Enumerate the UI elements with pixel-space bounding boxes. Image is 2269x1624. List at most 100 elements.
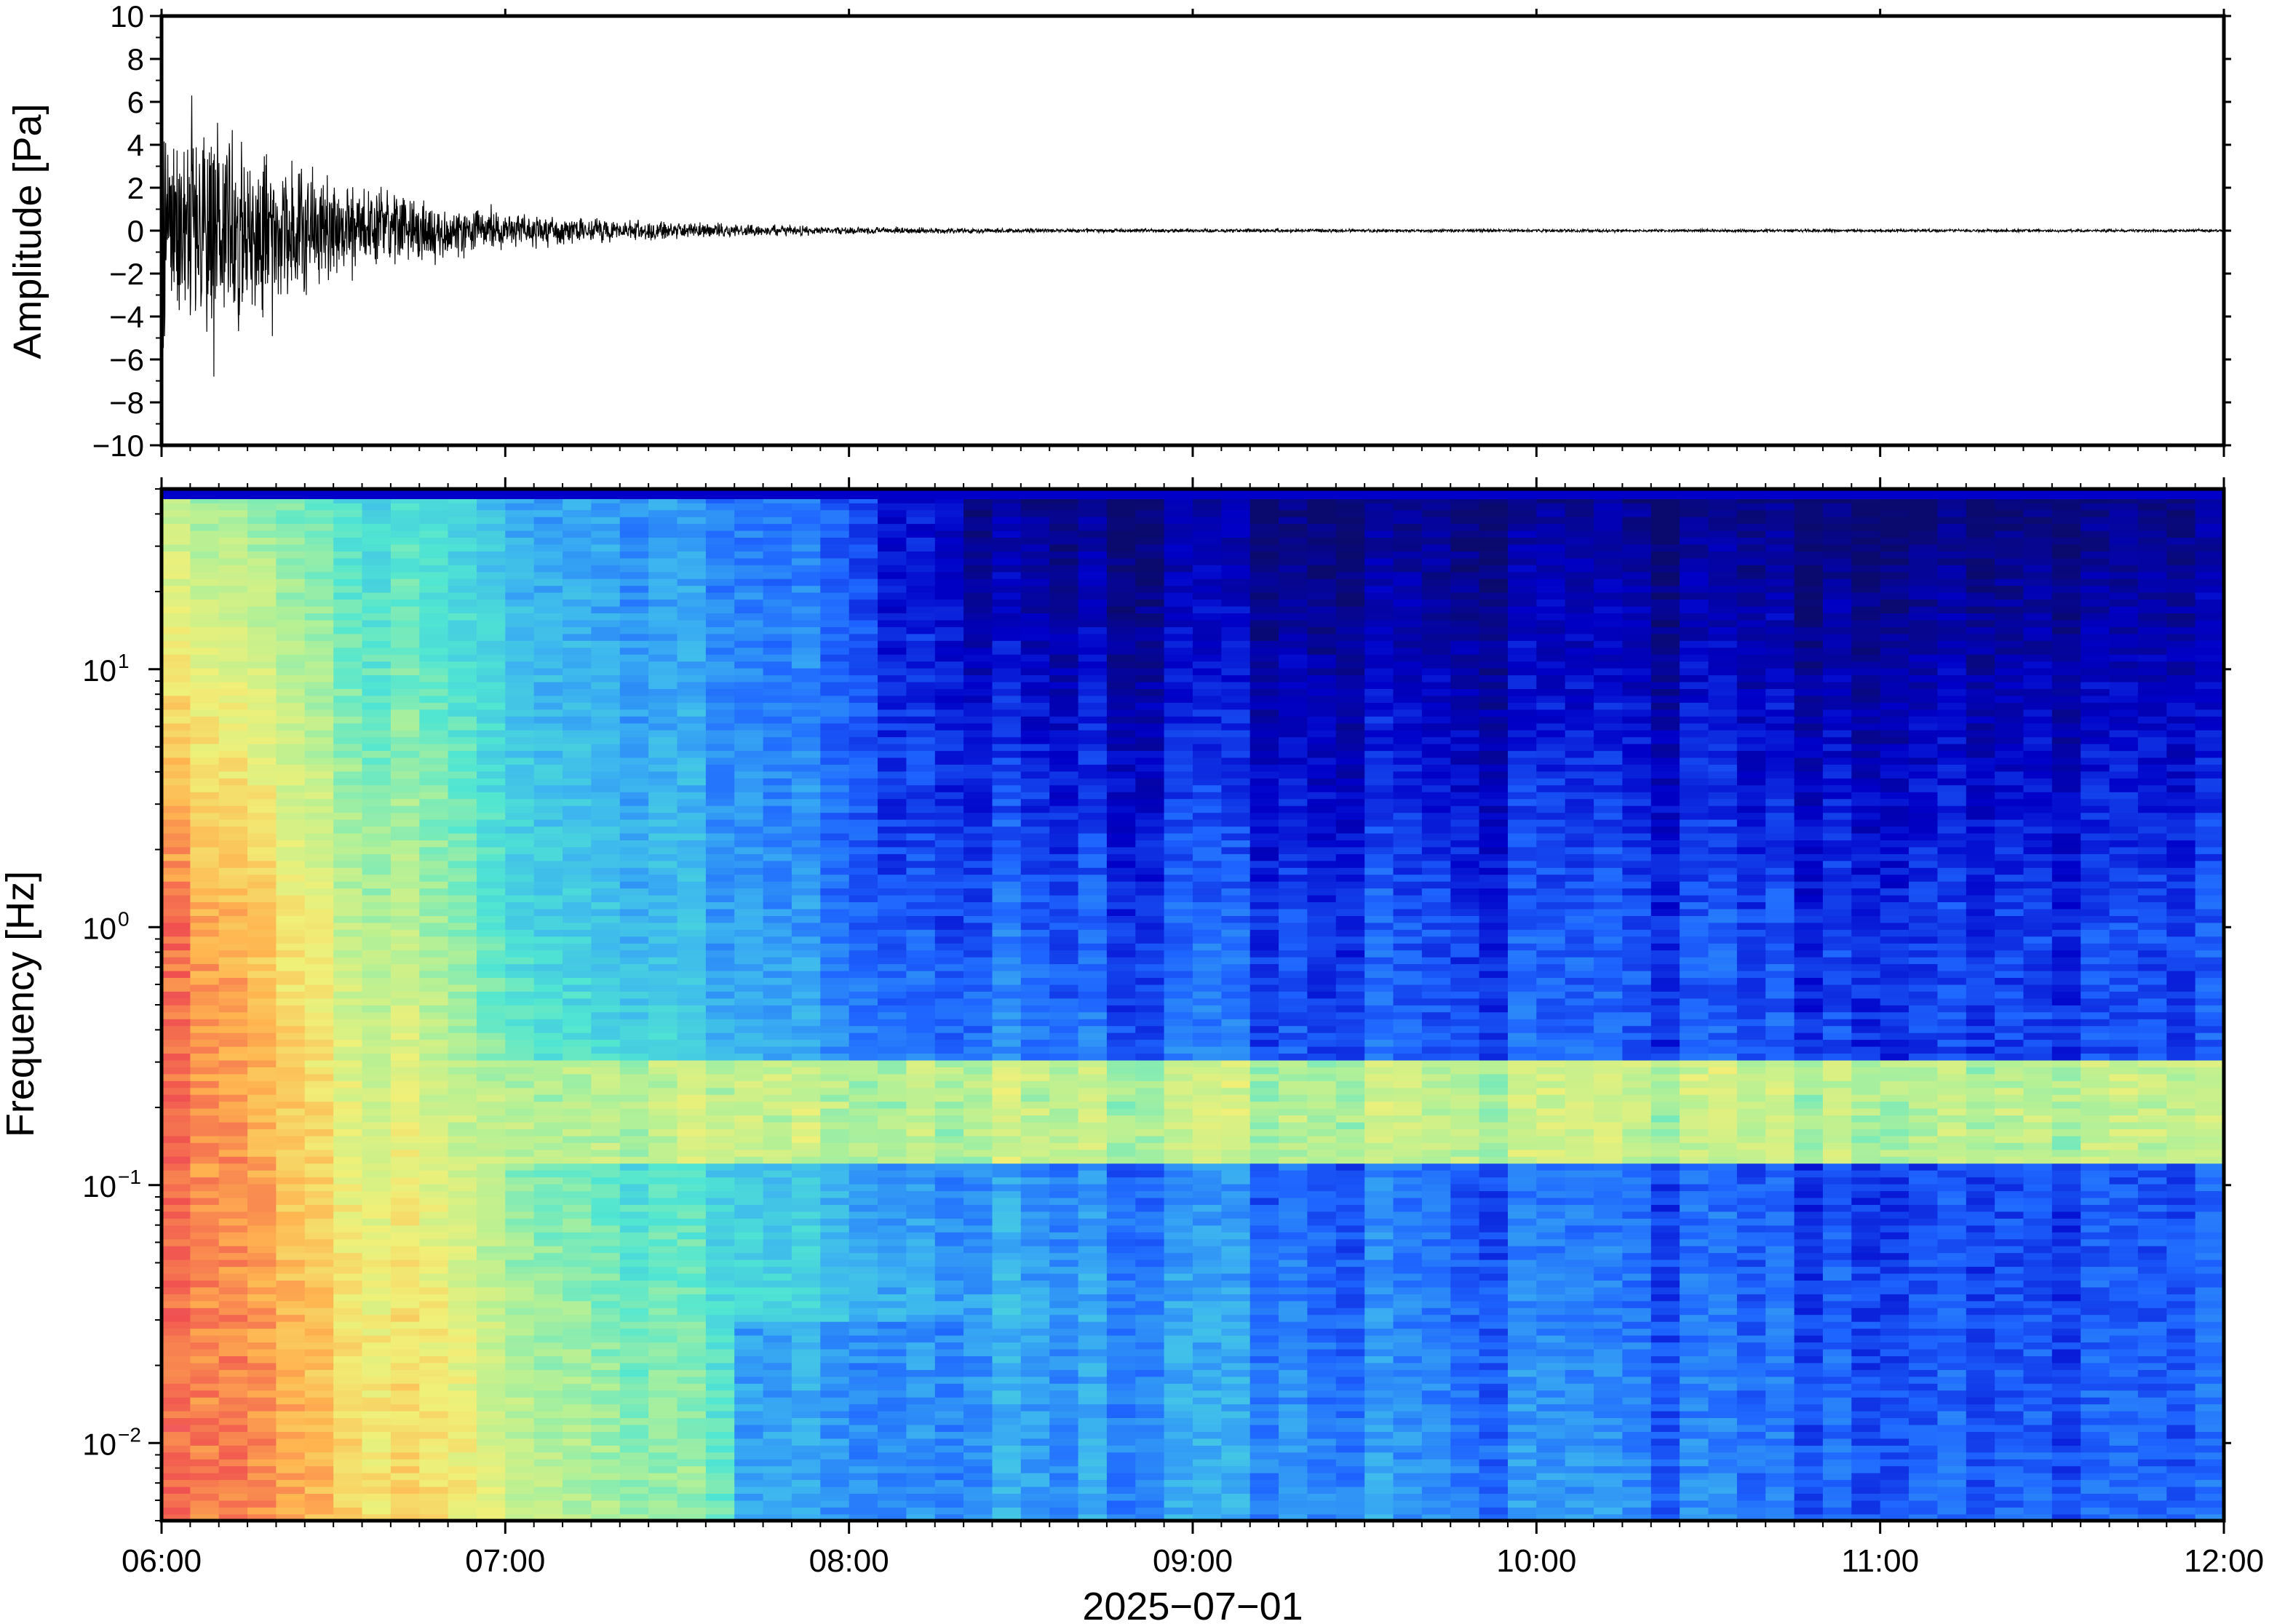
spectrogram-cell (934, 1025, 964, 1033)
spectrogram-cell (505, 551, 535, 559)
spectrogram-cell (533, 1032, 563, 1040)
spectrogram-cell (906, 723, 936, 731)
spectrogram-cell (734, 1163, 764, 1171)
spectrogram-cell (563, 778, 592, 786)
spectrogram-cell (878, 530, 907, 538)
spectrogram-cell (963, 1183, 993, 1192)
spectrogram-cell (705, 929, 736, 937)
spectrogram-cell (448, 840, 477, 848)
spectrogram-cell (190, 880, 220, 889)
spectrogram-cell (276, 1169, 306, 1178)
spectrogram-cell (906, 936, 936, 944)
spectrogram-cell (1078, 1452, 1108, 1460)
spectrogram-cell (906, 1445, 936, 1453)
spectrogram-cell (1049, 764, 1079, 772)
spectrogram-cell (791, 784, 822, 792)
spectrogram-cell (304, 929, 334, 937)
spectrogram-cell (304, 551, 334, 559)
spectrogram-cell (505, 537, 535, 545)
spectrogram-cell (505, 1410, 535, 1418)
spectrogram-cell (648, 874, 678, 882)
spectrogram-cell (1020, 846, 1050, 854)
spectrogram-cell (505, 977, 535, 985)
spectrogram-cell (162, 1465, 191, 1473)
spectrogram-cell (1020, 1334, 1050, 1343)
spectrogram-cell (1020, 557, 1050, 565)
spectrogram-cell (333, 1500, 363, 1508)
spectrogram-cell (247, 846, 277, 854)
spectrogram-cell (477, 1507, 506, 1515)
spectrogram-cell (791, 633, 822, 641)
spectrogram-cell (763, 1025, 792, 1033)
spectrogram-cell (276, 537, 306, 545)
spectrogram-cell (849, 1479, 878, 1487)
spectrogram-cell (906, 1513, 936, 1521)
spectrogram-cell (906, 942, 936, 951)
spectrogram-cell (362, 805, 392, 813)
spectrogram-cell (390, 977, 421, 985)
spectrogram-cell (963, 1382, 993, 1391)
spectrogram-cell (247, 956, 277, 965)
spectrogram-cell (563, 750, 592, 758)
spectrogram-cell (505, 1334, 535, 1343)
spectrogram-cell (906, 1465, 936, 1473)
spectrogram-cell (419, 1025, 449, 1033)
spectrogram-cell (677, 1472, 707, 1481)
spectrogram-cell (390, 1493, 421, 1501)
spectrogram-cell (619, 1507, 649, 1515)
spectrogram-cell (333, 1039, 363, 1047)
spectrogram-cell (992, 750, 1022, 758)
spectrogram-cell (276, 956, 306, 965)
spectrogram-cell (705, 1334, 736, 1343)
spectrogram-cell (419, 1156, 449, 1164)
spectrogram-cell (820, 840, 850, 848)
spectrogram-cell (1049, 1424, 1079, 1432)
spectrogram-cell (963, 1238, 993, 1246)
spectrogram-cell (477, 736, 506, 744)
spectrogram-cell (505, 950, 535, 958)
spectrogram-cell (190, 592, 220, 600)
spectrogram-cell (648, 1486, 678, 1494)
spectrogram-cell (734, 1417, 764, 1425)
spectrogram-cell (906, 1500, 936, 1508)
spectrogram-cell (362, 998, 392, 1006)
spectrogram-cell (648, 1032, 678, 1040)
spectrogram-cell (763, 1005, 792, 1013)
spectrogram-cell (563, 1321, 592, 1329)
spectrogram-cell (563, 1238, 592, 1246)
spectrogram-cell (591, 565, 621, 573)
spectrogram-cell (648, 530, 678, 538)
spectrogram-cell (705, 784, 736, 792)
spectrogram-cell (190, 1404, 220, 1412)
spectrogram-cell (533, 1356, 563, 1364)
spectrogram-cell (419, 840, 449, 848)
spectrogram-cell (1078, 1197, 1108, 1205)
spectrogram-cell (591, 1032, 621, 1040)
spectrogram-cell (705, 936, 736, 944)
spectrogram-cell (992, 626, 1022, 634)
spectrogram-cell (505, 1177, 535, 1185)
spectrogram-cell (791, 991, 822, 999)
spectrogram-cell (820, 1129, 850, 1137)
spectrogram-cell (763, 757, 792, 765)
spectrogram-cell (906, 771, 936, 779)
spectrogram-cell (362, 1362, 392, 1370)
spectrogram-cell (304, 1273, 334, 1281)
spectrogram-cell (190, 1382, 220, 1391)
spectrogram-cell (963, 1232, 993, 1240)
spectrogram-cell (820, 1404, 850, 1412)
spectrogram-cell (218, 840, 248, 848)
spectrogram-cell (477, 1169, 506, 1178)
spectrogram-cell (533, 578, 563, 586)
spectrogram-cell (791, 840, 822, 848)
spectrogram-cell (563, 1245, 592, 1254)
spectrogram-cell (763, 1417, 792, 1425)
spectrogram-cell (791, 674, 822, 682)
spectrogram-cell (934, 1135, 964, 1143)
spectrogram-cell (992, 537, 1022, 545)
spectrogram-cell (992, 1294, 1022, 1302)
spectrogram-cell (1049, 1300, 1079, 1308)
spectrogram-cell (963, 605, 993, 613)
spectrogram-cell (533, 1300, 563, 1308)
spectrogram-cell (992, 1458, 1022, 1467)
